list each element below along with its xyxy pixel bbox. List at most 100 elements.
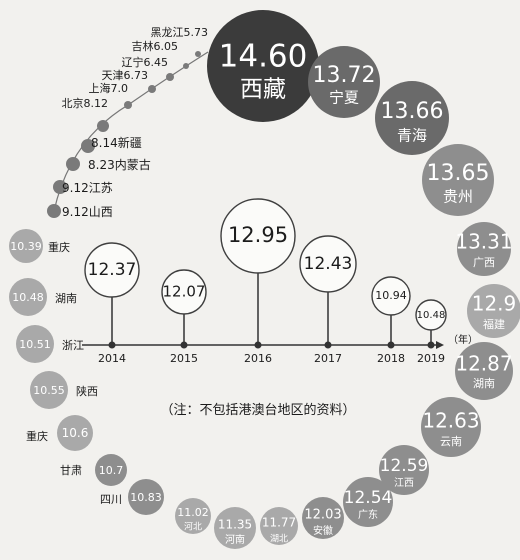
bubble-name-label: 湖南: [473, 377, 495, 390]
bubble-name-label: 河南: [225, 533, 245, 546]
timeline-year-label: 2015: [170, 352, 198, 365]
timeline-year-label: 2014: [98, 352, 126, 365]
bubble-name-label: 安徽: [313, 524, 333, 537]
bubble-24: [66, 157, 80, 171]
bubble-value-label: 10.83: [130, 491, 162, 504]
timeline-value-label: 10.48: [417, 310, 446, 321]
bubble-name-label: 重庆: [26, 429, 48, 443]
bubble-name-label: 宁夏: [329, 89, 359, 107]
bubble-21: [9, 229, 43, 263]
bubble-8: [421, 397, 481, 457]
bubble-name-label: 青海: [397, 127, 427, 145]
dot-value-name-label: 天津6.73: [102, 69, 149, 82]
bubble-30: [183, 63, 189, 69]
bubble-15: [128, 479, 164, 515]
bubble-27: [124, 101, 132, 109]
timeline-value-label: 10.94: [375, 289, 407, 302]
timeline-dot: [254, 341, 262, 349]
timeline-unit-label: （年）: [448, 333, 478, 346]
bubble-14: [175, 498, 211, 534]
timeline-value-label: 12.37: [88, 260, 137, 280]
bubble-19: [16, 325, 54, 363]
timeline-dot: [387, 341, 395, 349]
bubble-value-label: 10.6: [62, 426, 89, 440]
bubble-value-label: 12.54: [344, 488, 393, 508]
bubble-name-label: 江西: [394, 477, 414, 489]
timeline-year-label: 2016: [244, 352, 272, 365]
bubble-name-label: 陕西: [76, 384, 98, 398]
bubble-2: [308, 46, 380, 118]
bubble-value-label: 10.55: [33, 384, 65, 397]
bubble-value-label: 10.7: [99, 464, 124, 477]
bubble-value-label: 13.72: [313, 63, 376, 88]
bubble-name-label: 四川: [100, 493, 122, 506]
timeline-bubble: [84, 242, 140, 298]
bubble-name-label: 重庆: [48, 240, 70, 254]
chart-annotation: （注：不包括港澳台地区的资料）: [160, 402, 355, 418]
timeline-dot: [324, 341, 332, 349]
dot-value-name-label: 辽宁6.45: [122, 55, 169, 69]
bubble-name-label: 广东: [358, 508, 378, 521]
bubble-31: [195, 51, 201, 57]
bubble-25: [81, 139, 95, 153]
dot-value-name-label: 吉林6.05: [132, 39, 179, 53]
bubble-9: [379, 445, 429, 495]
timeline-arrow-icon: [436, 341, 444, 349]
bubble-20: [9, 278, 47, 316]
bubble-value-label: 12.63: [422, 409, 479, 433]
bubble-name-label: 河北: [184, 521, 202, 533]
bubble-value-label: 11.77: [262, 516, 296, 530]
bubble-17: [57, 415, 93, 451]
timeline-value-label: 12.07: [163, 283, 206, 301]
bubble-value-label: 10.48: [12, 291, 44, 304]
bubble-28: [148, 85, 156, 93]
bubble-value-label: 14.60: [219, 39, 308, 75]
bubble-value-label: 12.03: [304, 508, 341, 523]
bubble-6: [467, 284, 520, 338]
bubble-name-label: 西藏: [240, 77, 286, 103]
dot-value-name-label: 黑龙江5.73: [151, 26, 209, 39]
timeline-year-label: 2017: [314, 352, 342, 365]
bubble-name-label: 贵州: [443, 188, 473, 206]
bubble-7: [455, 342, 513, 400]
bubble-name-label: 云南: [440, 435, 462, 448]
dot-value-name-label: 北京8.12: [62, 96, 109, 110]
dot-value-name-label: 9.12江苏: [62, 181, 113, 195]
timeline-dot: [427, 341, 435, 349]
timeline-value-label: 12.95: [228, 223, 288, 247]
dot-value-name-label: 9.12山西: [62, 205, 113, 219]
bubble-18: [30, 371, 68, 409]
bubble-1: [207, 10, 319, 122]
timeline-bubble: [299, 235, 357, 293]
bubble-11: [302, 497, 344, 539]
bubble-name-label: 浙江: [62, 339, 84, 352]
timeline-bubble: [161, 269, 207, 315]
bubble-10: [343, 477, 393, 527]
timeline-bubble: [371, 276, 411, 316]
timeline-year-label: 2018: [377, 352, 405, 365]
bubble-13: [214, 507, 256, 549]
bubble-name-label: 湖北: [270, 534, 288, 545]
timeline-dot: [180, 341, 188, 349]
dot-value-name-label: 上海7.0: [89, 81, 129, 95]
timeline-value-label: 12.43: [304, 254, 353, 274]
bubble-value-label: 12.9: [472, 292, 517, 316]
timeline-bubble: [415, 299, 447, 331]
bubble-3: [375, 81, 449, 155]
bubble-29: [166, 73, 174, 81]
bubble-value-label: 13.65: [427, 161, 490, 186]
bubble-4: [422, 144, 494, 216]
bubble-value-label: 11.02: [177, 506, 209, 519]
bubble-name-label: 广西: [473, 256, 495, 269]
bubble-name-label: 湖南: [55, 292, 77, 305]
bubble-12: [260, 507, 298, 545]
bubble-value-label: 13.66: [381, 99, 444, 124]
bubble-26: [97, 120, 109, 132]
bubble-value-label: 12.87: [455, 352, 512, 376]
bubble-22: [47, 204, 61, 218]
bubble-23: [53, 180, 67, 194]
timeline-year-label: 2019: [417, 352, 445, 365]
bubble-value-label: 10.39: [10, 240, 42, 253]
